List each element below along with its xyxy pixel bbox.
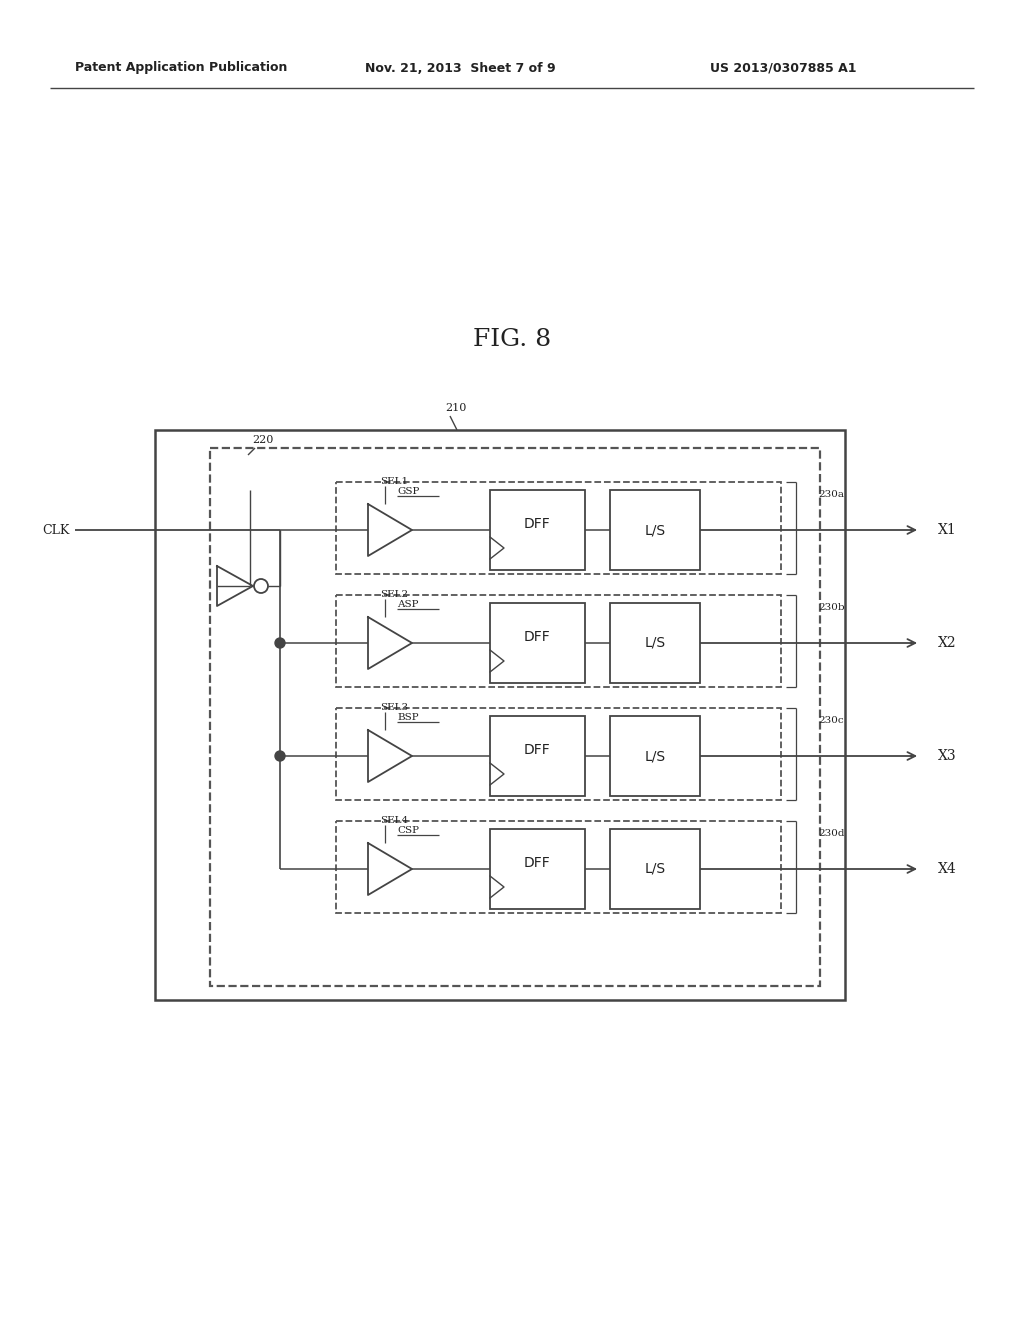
Text: ASP: ASP: [397, 601, 419, 609]
Circle shape: [275, 751, 285, 762]
Text: SEL2: SEL2: [380, 590, 409, 599]
Text: 220: 220: [252, 436, 273, 445]
Text: X2: X2: [938, 636, 956, 649]
Bar: [155, 430, 845, 1001]
Text: L/S: L/S: [644, 748, 666, 763]
Text: L/S: L/S: [644, 636, 666, 649]
Bar: [336, 821, 781, 913]
Text: X1: X1: [938, 523, 956, 537]
Bar: [610, 829, 700, 909]
Text: US 2013/0307885 A1: US 2013/0307885 A1: [710, 62, 856, 74]
Text: SEL3: SEL3: [380, 704, 409, 711]
Text: GSP: GSP: [397, 487, 420, 496]
Text: L/S: L/S: [644, 523, 666, 537]
Text: SEL1: SEL1: [380, 477, 409, 486]
Bar: [490, 715, 585, 796]
Bar: [336, 482, 781, 574]
Text: CSP: CSP: [397, 826, 419, 836]
Bar: [490, 603, 585, 682]
Bar: [610, 490, 700, 570]
Text: DFF: DFF: [523, 630, 550, 644]
Bar: [336, 595, 781, 686]
Text: 230c: 230c: [818, 715, 844, 725]
Bar: [610, 715, 700, 796]
Text: SEL4: SEL4: [380, 816, 409, 825]
Text: Patent Application Publication: Patent Application Publication: [75, 62, 288, 74]
Bar: [490, 829, 585, 909]
Text: DFF: DFF: [523, 743, 550, 756]
Text: 230b: 230b: [818, 603, 845, 612]
Text: 230a: 230a: [818, 490, 844, 499]
Bar: [336, 708, 781, 800]
Text: X3: X3: [938, 748, 956, 763]
Text: L/S: L/S: [644, 862, 666, 876]
Text: DFF: DFF: [523, 855, 550, 870]
Text: FIG. 8: FIG. 8: [473, 329, 551, 351]
Circle shape: [275, 638, 285, 648]
Text: BSP: BSP: [397, 713, 419, 722]
Bar: [490, 490, 585, 570]
Text: X4: X4: [938, 862, 956, 876]
Text: Nov. 21, 2013  Sheet 7 of 9: Nov. 21, 2013 Sheet 7 of 9: [365, 62, 556, 74]
Text: 230d: 230d: [818, 829, 845, 838]
Text: DFF: DFF: [523, 517, 550, 531]
Text: 210: 210: [445, 403, 466, 413]
Bar: [610, 603, 700, 682]
Text: CLK: CLK: [43, 524, 70, 536]
Bar: [210, 447, 820, 986]
